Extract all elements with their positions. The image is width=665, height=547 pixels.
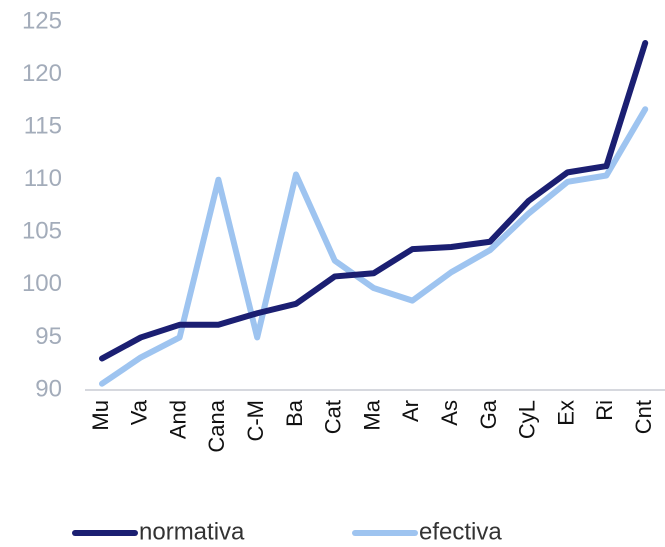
x-tick-label: Ex <box>553 400 578 426</box>
y-tick-label: 100 <box>22 270 62 297</box>
x-tick-label: C-M <box>243 400 268 442</box>
x-tick-label: Cnt <box>631 400 656 434</box>
y-tick-label: 115 <box>24 112 62 139</box>
legend-label: normativa <box>139 518 245 545</box>
x-tick-label: Ma <box>359 399 384 430</box>
x-tick-label: Ri <box>592 400 617 421</box>
series-line <box>99 40 649 362</box>
x-tick-label: And <box>165 400 190 439</box>
legend-label: efectiva <box>419 518 502 545</box>
x-tick-label: Cana <box>204 399 229 452</box>
series-line <box>99 106 649 387</box>
x-tick-label: Ba <box>282 399 307 427</box>
y-tick-label: 120 <box>22 60 62 87</box>
y-tick-label: 125 <box>22 7 62 34</box>
y-tick-label: 105 <box>22 218 62 245</box>
x-tick-label: Ga <box>476 399 501 429</box>
y-tick-label: 110 <box>24 165 62 192</box>
y-tick-label: 95 <box>35 323 62 350</box>
x-tick-label: As <box>437 400 462 426</box>
y-tick-label: 90 <box>35 375 62 402</box>
x-tick-label: Mu <box>88 400 113 431</box>
x-tick-label: Ar <box>398 400 423 422</box>
x-tick-label: Va <box>127 399 152 425</box>
x-tick-label: CyL <box>515 400 540 439</box>
x-tick-label: Cat <box>321 400 346 434</box>
